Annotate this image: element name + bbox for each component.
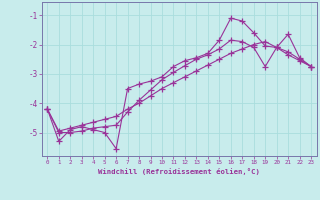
X-axis label: Windchill (Refroidissement éolien,°C): Windchill (Refroidissement éolien,°C)	[98, 168, 260, 175]
